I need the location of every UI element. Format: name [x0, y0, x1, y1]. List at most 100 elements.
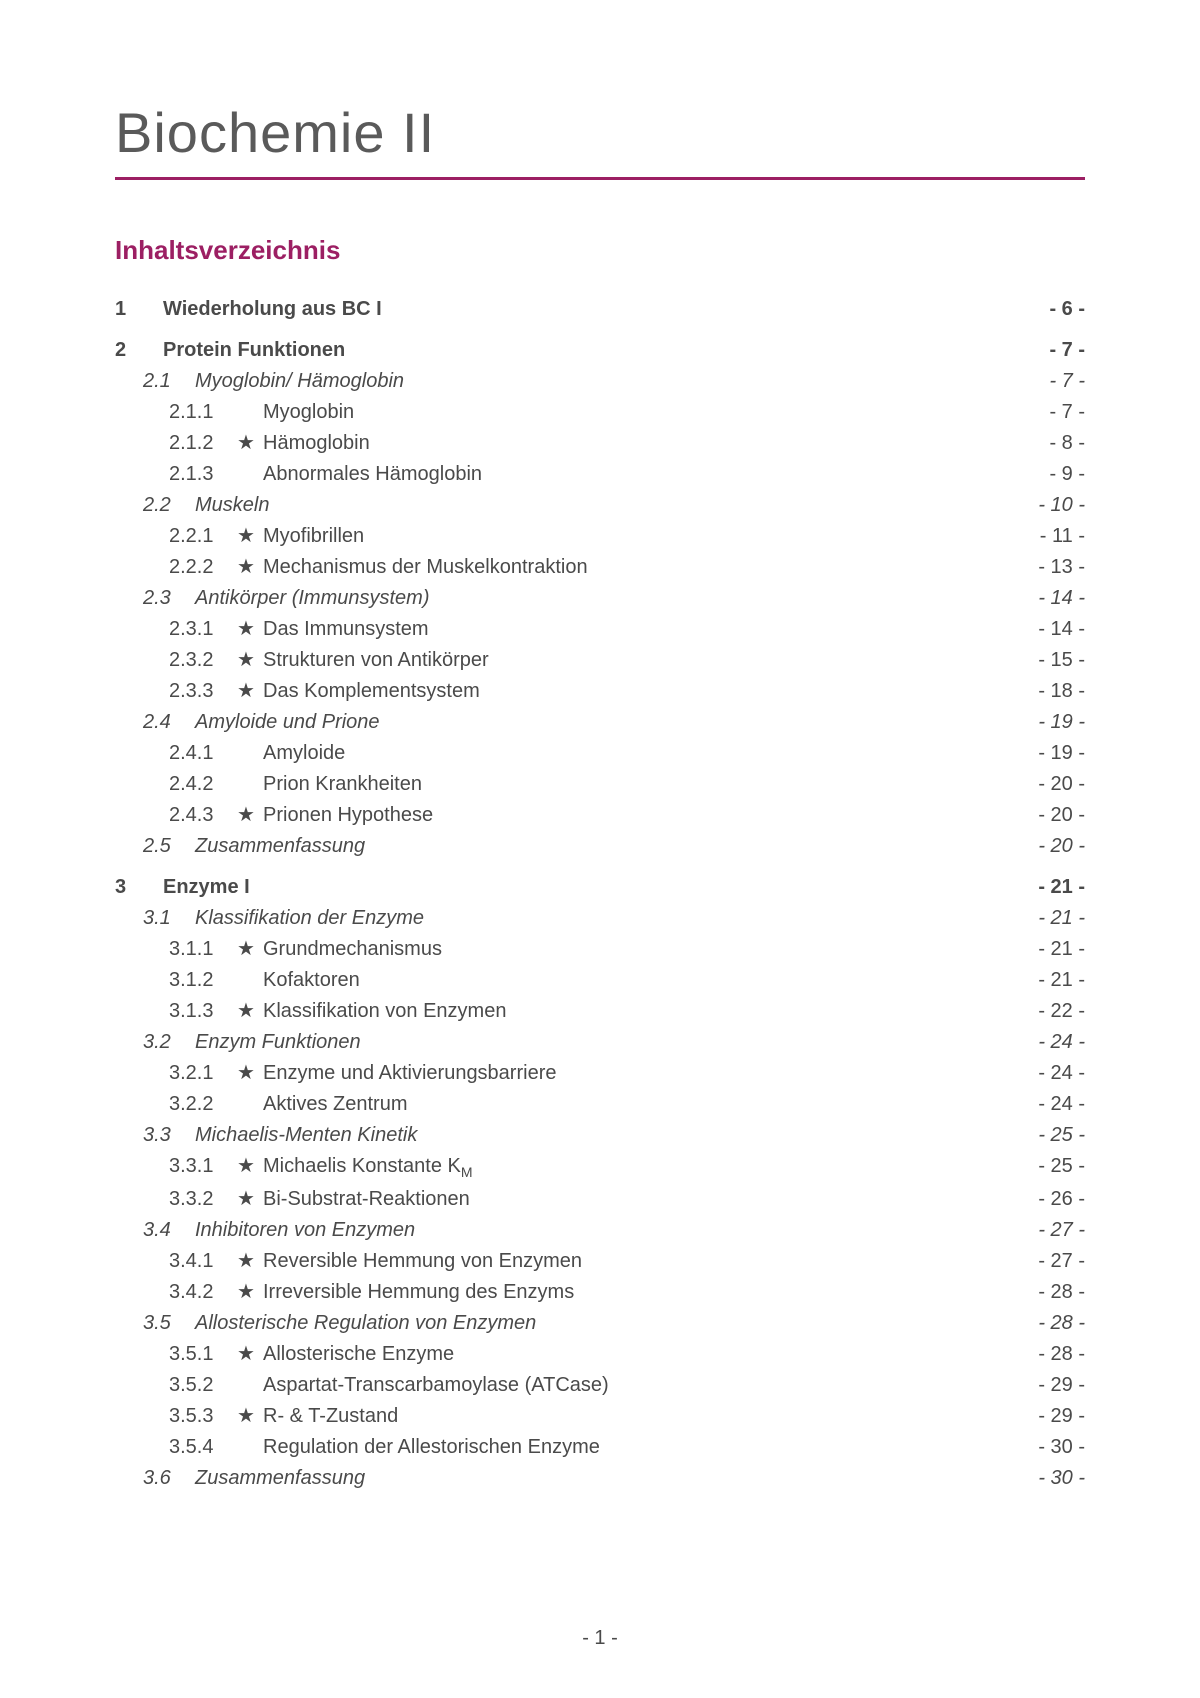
- toc-entry-label: Antikörper (Immunsystem): [195, 583, 430, 614]
- toc-entry-page: - 28 -: [1038, 1339, 1085, 1370]
- toc-entry-page: - 21 -: [1038, 965, 1085, 996]
- toc-entry-page: - 29 -: [1038, 1370, 1085, 1401]
- table-of-contents: 1Wiederholung aus BC I- 6 -2Protein Funk…: [115, 294, 1085, 1494]
- toc-entry: 3.2.2Aktives Zentrum- 24 -: [115, 1089, 1085, 1120]
- toc-entry-number: 3.5.1: [169, 1339, 237, 1370]
- toc-entry-label: Michaelis-Menten Kinetik: [195, 1120, 417, 1151]
- toc-entry-number: 3.4.1: [169, 1246, 237, 1277]
- toc-entry: 2.3.2★Strukturen von Antikörper- 15 -: [115, 645, 1085, 676]
- toc-entry-label: Myofibrillen: [263, 521, 364, 552]
- toc-entry-number: 3.4: [143, 1215, 195, 1246]
- toc-entry-label: R- & T-Zustand: [263, 1401, 398, 1432]
- toc-entry-number: 1: [115, 294, 163, 325]
- toc-entry-page: - 25 -: [1038, 1151, 1085, 1182]
- toc-entry-page: - 30 -: [1038, 1463, 1085, 1494]
- toc-entry-label: Klassifikation von Enzymen: [263, 996, 506, 1027]
- toc-entry-label: Grundmechanismus: [263, 934, 442, 965]
- toc-entry-label: Aspartat-Transcarbamoylase (ATCase): [263, 1370, 609, 1401]
- star-icon: ★: [237, 552, 263, 583]
- toc-entry-label: Michaelis Konstante KM: [263, 1151, 473, 1184]
- toc-entry-number: 2.2.2: [169, 552, 237, 583]
- toc-entry-page: - 7 -: [1049, 397, 1085, 428]
- toc-entry-page: - 13 -: [1038, 552, 1085, 583]
- star-icon: ★: [237, 1058, 263, 1089]
- star-icon: ★: [237, 1151, 263, 1182]
- toc-entry: 2.4.3★Prionen Hypothese- 20 -: [115, 800, 1085, 831]
- toc-entry-page: - 20 -: [1038, 769, 1085, 800]
- toc-entry: 2.3Antikörper (Immunsystem)- 14 -: [115, 583, 1085, 614]
- toc-entry: 2.2Muskeln- 10 -: [115, 490, 1085, 521]
- toc-entry-label: Prionen Hypothese: [263, 800, 433, 831]
- toc-entry-number: 3.4.2: [169, 1277, 237, 1308]
- toc-entry-page: - 20 -: [1038, 831, 1085, 862]
- star-icon: ★: [237, 1339, 263, 1370]
- toc-entry-number: 3.3.2: [169, 1184, 237, 1215]
- toc-entry-number: 2.1.1: [169, 397, 237, 428]
- toc-entry-page: - 18 -: [1038, 676, 1085, 707]
- toc-entry-page: - 26 -: [1038, 1184, 1085, 1215]
- toc-entry-label: Reversible Hemmung von Enzymen: [263, 1246, 582, 1277]
- toc-entry: 3.5.4Regulation der Allestorischen Enzym…: [115, 1432, 1085, 1463]
- toc-entry-label: Das Komplementsystem: [263, 676, 480, 707]
- toc-entry: 2Protein Funktionen- 7 -: [115, 335, 1085, 366]
- toc-entry-page: - 21 -: [1038, 872, 1085, 903]
- toc-entry: 2.4.2Prion Krankheiten- 20 -: [115, 769, 1085, 800]
- toc-entry-number: 3.3: [143, 1120, 195, 1151]
- toc-entry-label: Zusammenfassung: [195, 831, 365, 862]
- toc-entry-number: 2.1: [143, 366, 195, 397]
- toc-entry-page: - 21 -: [1038, 903, 1085, 934]
- toc-entry-label: Muskeln: [195, 490, 269, 521]
- toc-entry-page: - 10 -: [1038, 490, 1085, 521]
- toc-entry-page: - 21 -: [1038, 934, 1085, 965]
- document-title: Biochemie II: [115, 100, 1085, 180]
- star-icon: ★: [237, 428, 263, 459]
- toc-entry-label: Enzym Funktionen: [195, 1027, 361, 1058]
- toc-entry-page: - 19 -: [1038, 707, 1085, 738]
- toc-entry-number: 3.1.3: [169, 996, 237, 1027]
- toc-entry: 3.4.2★Irreversible Hemmung des Enzyms- 2…: [115, 1277, 1085, 1308]
- toc-entry-number: 3.5.2: [169, 1370, 237, 1401]
- toc-entry-number: 2.4.2: [169, 769, 237, 800]
- toc-entry-page: - 11 -: [1040, 521, 1085, 552]
- toc-entry-number: 3.5: [143, 1308, 195, 1339]
- toc-entry-number: 3.5.4: [169, 1432, 237, 1463]
- toc-entry-label: Mechanismus der Muskelkontraktion: [263, 552, 588, 583]
- toc-entry-label: Abnormales Hämoglobin: [263, 459, 482, 490]
- toc-entry: 3.4Inhibitoren von Enzymen- 27 -: [115, 1215, 1085, 1246]
- toc-entry: 3.3.1★Michaelis Konstante KM - 25 -: [115, 1151, 1085, 1184]
- toc-entry: 2.4.1 Amyloide - 19 -: [115, 738, 1085, 769]
- toc-entry-page: - 8 -: [1049, 428, 1085, 459]
- toc-entry-page: - 30 -: [1038, 1432, 1085, 1463]
- star-icon: ★: [237, 614, 263, 645]
- toc-entry-number: 2.4.1: [169, 738, 237, 769]
- toc-entry-number: 2.1.2: [169, 428, 237, 459]
- toc-entry-page: - 29 -: [1038, 1401, 1085, 1432]
- toc-entry-number: 2.4: [143, 707, 195, 738]
- toc-entry-label: Strukturen von Antikörper: [263, 645, 489, 676]
- toc-entry-number: 2.1.3: [169, 459, 237, 490]
- toc-entry-label: Wiederholung aus BC I: [163, 294, 382, 325]
- toc-entry: 3.1Klassifikation der Enzyme - 21 -: [115, 903, 1085, 934]
- toc-entry: 3.1.3★Klassifikation von Enzymen - 22 -: [115, 996, 1085, 1027]
- toc-entry-number: 2: [115, 335, 163, 366]
- star-icon: ★: [237, 934, 263, 965]
- toc-entry: 3.3.2★Bi-Substrat-Reaktionen- 26 -: [115, 1184, 1085, 1215]
- toc-entry-number: 2.4.3: [169, 800, 237, 831]
- toc-entry-label: Klassifikation der Enzyme: [195, 903, 424, 934]
- toc-entry-label: Irreversible Hemmung des Enzyms: [263, 1277, 574, 1308]
- toc-entry-page: - 19 -: [1038, 738, 1085, 769]
- toc-entry-page: - 27 -: [1038, 1246, 1085, 1277]
- toc-entry-number: 3.2.2: [169, 1089, 237, 1120]
- toc-entry-label: Amyloide: [263, 738, 345, 769]
- toc-entry-label: Aktives Zentrum: [263, 1089, 407, 1120]
- toc-entry-label: Myoglobin: [263, 397, 354, 428]
- toc-entry: 3.4.1★Reversible Hemmung von Enzymen- 27…: [115, 1246, 1085, 1277]
- toc-entry-number: 3.1: [143, 903, 195, 934]
- star-icon: ★: [237, 996, 263, 1027]
- toc-entry: 2.1.2★Hämoglobin- 8 -: [115, 428, 1085, 459]
- toc-entry-page: - 22 -: [1038, 996, 1085, 1027]
- toc-entry: 3.5.3★R- & T-Zustand- 29 -: [115, 1401, 1085, 1432]
- toc-entry-page: - 14 -: [1038, 614, 1085, 645]
- toc-entry-number: 3.3.1: [169, 1151, 237, 1182]
- toc-entry-number: 3.2.1: [169, 1058, 237, 1089]
